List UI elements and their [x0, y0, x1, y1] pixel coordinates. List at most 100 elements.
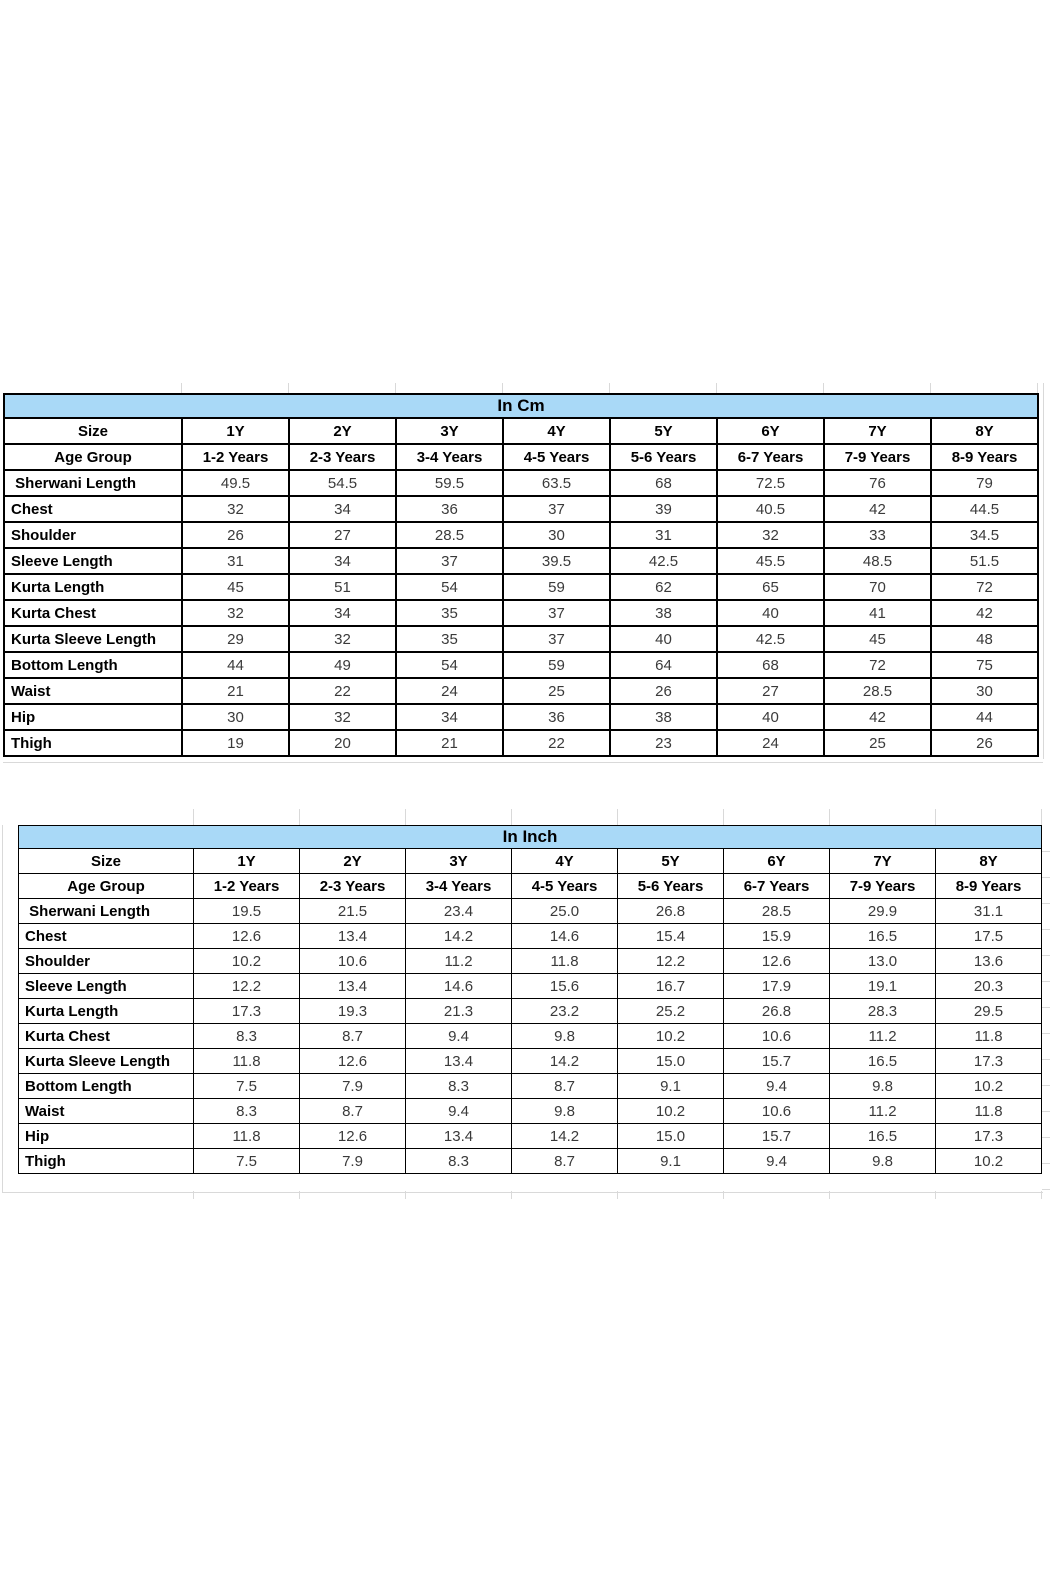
measurement-value: 10.2 [935, 1148, 1042, 1174]
gridline [193, 1191, 1043, 1199]
measurement-value: 13.0 [829, 948, 936, 974]
size-header-row: Size 1Y 2Y 3Y 4Y 5Y 6Y 7Y 8Y [18, 848, 1042, 874]
measurement-value: 14.6 [405, 973, 512, 999]
measurement-value: 11.8 [193, 1123, 300, 1149]
measurement-value: 27 [288, 521, 397, 549]
age-group-cell: 2-3 Years [288, 443, 397, 471]
measurement-label: Sherwani Length [3, 469, 183, 497]
measurement-value: 63.5 [502, 469, 611, 497]
measurement-value: 28.5 [723, 898, 830, 924]
measurement-value: 8.3 [405, 1148, 512, 1174]
measurement-row: Kurta Chest 32 34 35 37 38 40 41 42 [3, 599, 1039, 627]
measurement-value: 10.2 [617, 1098, 724, 1124]
measurement-label: Kurta Length [3, 573, 183, 601]
measurement-value: 33 [823, 521, 932, 549]
measurement-value: 12.2 [193, 973, 300, 999]
measurement-value: 21 [395, 729, 504, 757]
measurement-value: 28.5 [395, 521, 504, 549]
measurement-value: 59.5 [395, 469, 504, 497]
measurement-value: 14.2 [405, 923, 512, 949]
measurement-value: 29.9 [829, 898, 936, 924]
measurement-value: 10.6 [723, 1023, 830, 1049]
size-header-label: Size [18, 848, 194, 874]
measurement-row: Thigh 19 20 21 22 23 24 25 26 [3, 729, 1039, 757]
measurement-value: 40.5 [716, 495, 825, 523]
measurement-value: 20 [288, 729, 397, 757]
measurement-value: 11.8 [511, 948, 618, 974]
measurement-value: 35 [395, 625, 504, 653]
age-group-label: Age Group [3, 443, 183, 471]
measurement-value: 24 [716, 729, 825, 757]
age-group-cell: 3-4 Years [395, 443, 504, 471]
measurement-value: 42.5 [716, 625, 825, 653]
measurement-value: 35 [395, 599, 504, 627]
measurement-value: 21.5 [299, 898, 406, 924]
age-group-row: Age Group 1-2 Years 2-3 Years 3-4 Years 4-5 … [18, 873, 1042, 899]
measurement-label: Shoulder [3, 521, 183, 549]
measurement-value: 13.4 [405, 1048, 512, 1074]
measurement-value: 72.5 [716, 469, 825, 497]
measurement-value: 14.6 [511, 923, 618, 949]
measurement-value: 26.8 [617, 898, 724, 924]
table-title-row: In Inch [18, 825, 1042, 849]
table-title: In Inch [18, 825, 1042, 849]
measurement-value: 51.5 [930, 547, 1039, 575]
size-column-header: 6Y [723, 848, 830, 874]
measurement-value: 13.6 [935, 948, 1042, 974]
measurement-value: 31 [181, 547, 290, 575]
measurement-value: 37 [502, 495, 611, 523]
measurement-value: 65 [716, 573, 825, 601]
measurement-value: 8.7 [511, 1148, 618, 1174]
measurement-value: 19.3 [299, 998, 406, 1024]
measurement-value: 34 [288, 599, 397, 627]
measurement-value: 44 [930, 703, 1039, 731]
measurement-value: 62 [609, 573, 718, 601]
measurement-value: 25 [823, 729, 932, 757]
measurement-label: Hip [18, 1123, 194, 1149]
measurement-value: 15.4 [617, 923, 724, 949]
measurement-row: Chest 12.6 13.4 14.2 14.6 15.4 15.9 16.5 17.5 [18, 923, 1042, 949]
age-group-cell: 6-7 Years [716, 443, 825, 471]
size-header-label: Size [3, 417, 183, 445]
measurement-row: Sherwani Length 49.5 54.5 59.5 63.5 68 72.5 76 7… [3, 469, 1039, 497]
measurement-value: 25.2 [617, 998, 724, 1024]
measurement-value: 59 [502, 651, 611, 679]
measurement-label: Bottom Length [18, 1073, 194, 1099]
measurement-label: Sleeve Length [18, 973, 194, 999]
measurement-value: 42 [930, 599, 1039, 627]
measurement-value: 72 [930, 573, 1039, 601]
measurement-row: Bottom Length 7.5 7.9 8.3 8.7 9.1 9.4 9.8 10.2 [18, 1073, 1042, 1099]
age-group-cell: 6-7 Years [723, 873, 830, 899]
measurement-value: 75 [930, 651, 1039, 679]
table-title-row: In Cm [3, 393, 1039, 419]
size-column-header: 7Y [829, 848, 936, 874]
measurement-value: 54 [395, 573, 504, 601]
measurement-label: Sherwani Length [18, 898, 194, 924]
measurement-row: Waist 21 22 24 25 26 27 28.5 30 [3, 677, 1039, 705]
measurement-row: Sleeve Length 31 34 37 39.5 42.5 45.5 48.5 51.5 [3, 547, 1039, 575]
measurement-value: 11.8 [193, 1048, 300, 1074]
measurement-value: 22 [288, 677, 397, 705]
age-group-cell: 1-2 Years [193, 873, 300, 899]
measurement-value: 9.8 [511, 1098, 618, 1124]
measurement-label: Hip [3, 703, 183, 731]
measurement-row: Hip 11.8 12.6 13.4 14.2 15.0 15.7 16.5 17.3 [18, 1123, 1042, 1149]
measurement-value: 15.0 [617, 1048, 724, 1074]
measurement-value: 42.5 [609, 547, 718, 575]
measurement-value: 40 [716, 703, 825, 731]
measurement-value: 10.6 [723, 1098, 830, 1124]
measurement-value: 49 [288, 651, 397, 679]
measurement-value: 36 [395, 495, 504, 523]
measurement-value: 8.3 [193, 1023, 300, 1049]
age-group-row: Age Group 1-2 Years 2-3 Years 3-4 Years 4-5 … [3, 443, 1039, 471]
measurement-value: 24 [395, 677, 504, 705]
measurement-value: 37 [502, 599, 611, 627]
gridline [181, 383, 1039, 393]
measurement-value: 42 [823, 703, 932, 731]
measurement-value: 8.7 [299, 1023, 406, 1049]
measurement-value: 29 [181, 625, 290, 653]
measurement-value: 38 [609, 599, 718, 627]
measurement-value: 15.6 [511, 973, 618, 999]
measurement-value: 9.4 [723, 1148, 830, 1174]
measurement-value: 30 [930, 677, 1039, 705]
